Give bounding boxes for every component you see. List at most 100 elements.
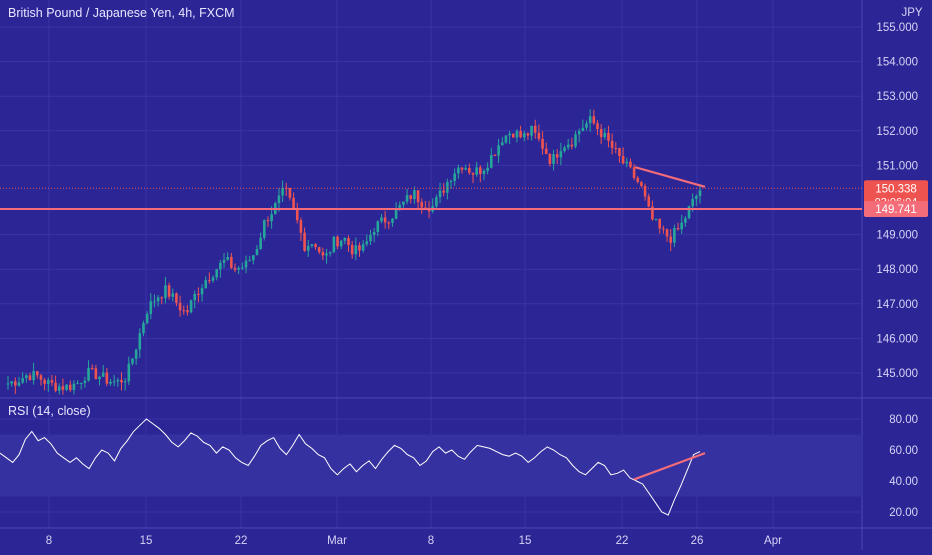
candle-body: [259, 237, 262, 249]
candle-body: [14, 381, 17, 386]
candle-body: [200, 288, 204, 295]
candle-body: [632, 167, 636, 178]
candle-body: [105, 372, 109, 384]
candle-body: [98, 376, 101, 380]
candle-body: [435, 197, 438, 207]
candle-body: [65, 384, 68, 390]
candles: [6, 109, 702, 395]
candle-body: [358, 245, 361, 251]
rsi-line: [0, 418, 701, 516]
rsi-title[interactable]: RSI (14, close): [8, 404, 91, 418]
candle-body: [405, 195, 409, 202]
symbol-title[interactable]: British Pound / Japanese Yen, 4h, FXCM: [8, 6, 235, 20]
candle-body: [427, 209, 431, 212]
price-trendline: [634, 166, 706, 188]
candle-body: [563, 147, 566, 152]
candle-body: [544, 148, 548, 155]
candle-body: [112, 381, 116, 383]
candle-body: [504, 135, 508, 143]
candle-body: [171, 293, 175, 297]
candle-body: [643, 186, 647, 197]
candle-body: [541, 138, 544, 149]
candle-body: [691, 199, 694, 207]
candle-body: [596, 123, 599, 129]
candle-body: [182, 310, 186, 312]
candle-body: [585, 123, 588, 128]
candle-body: [610, 140, 614, 148]
candle-body: [508, 133, 511, 136]
candle-body: [131, 358, 134, 364]
candle-body: [662, 228, 665, 230]
candle-body: [343, 238, 347, 241]
candle-body: [310, 244, 314, 246]
candle-body: [552, 154, 555, 164]
candle-body: [6, 383, 10, 385]
candle-body: [186, 310, 189, 313]
candle-body: [314, 244, 317, 248]
candle-body: [160, 297, 164, 299]
candle-body: [486, 167, 489, 171]
candle-body: [354, 245, 358, 255]
candle-body: [625, 161, 629, 164]
candle-body: [515, 131, 519, 138]
rsi-y-tick-label: 40.00: [889, 476, 918, 488]
candle-body: [559, 151, 563, 158]
candle-body: [592, 116, 596, 124]
candle-body: [391, 218, 394, 223]
candle-body: [676, 228, 680, 230]
y-tick-label: 146.000: [876, 333, 918, 345]
x-tick-label: Apr: [764, 535, 782, 547]
candle-body: [281, 187, 284, 196]
x-tick-label: 15: [519, 535, 532, 547]
candle-body: [79, 383, 83, 385]
drawings[interactable]: [0, 166, 862, 481]
candle-body: [193, 293, 197, 301]
candle-body: [490, 155, 493, 168]
candle-body: [618, 148, 621, 157]
candle-body: [471, 172, 475, 175]
candle-body: [149, 301, 153, 314]
candle-body: [350, 244, 354, 255]
candle-body: [317, 247, 321, 252]
candle-body: [372, 231, 376, 235]
candle-body: [566, 144, 570, 148]
candle-body: [54, 382, 57, 391]
candle-body: [208, 280, 211, 282]
candle-body: [266, 220, 270, 222]
candle-body: [123, 381, 127, 383]
y-tick-label: 145.000: [876, 368, 918, 380]
rsi-y-tick-label: 60.00: [889, 445, 918, 457]
candle-body: [537, 132, 541, 139]
candle-body: [138, 333, 142, 350]
candle-body: [636, 177, 640, 183]
candle-body: [28, 375, 32, 381]
candle-body: [607, 132, 610, 141]
candle-body: [35, 371, 39, 376]
candle-body: [409, 195, 413, 200]
candle-body: [72, 383, 76, 390]
candle-body: [222, 260, 226, 263]
candle-body: [698, 190, 702, 197]
rsi-line-group: [0, 418, 701, 516]
y-tick-label: 148.000: [876, 264, 918, 276]
candle-body: [120, 379, 123, 383]
candle-body: [299, 220, 303, 233]
candle-body: [83, 380, 87, 384]
candle-body: [695, 196, 698, 200]
candle-body: [332, 236, 336, 253]
rsi-y-tick-label: 80.00: [889, 414, 918, 426]
candle-body: [252, 255, 255, 261]
candle-body: [442, 190, 446, 193]
candle-body: [39, 375, 43, 380]
candle-body: [603, 132, 607, 138]
candle-body: [270, 214, 273, 222]
candle-body: [500, 142, 504, 146]
candle-body: [460, 167, 464, 170]
candle-body: [347, 238, 350, 245]
candle-body: [306, 245, 310, 251]
y-tick-label: 147.000: [876, 299, 918, 311]
candle-body: [365, 241, 369, 245]
